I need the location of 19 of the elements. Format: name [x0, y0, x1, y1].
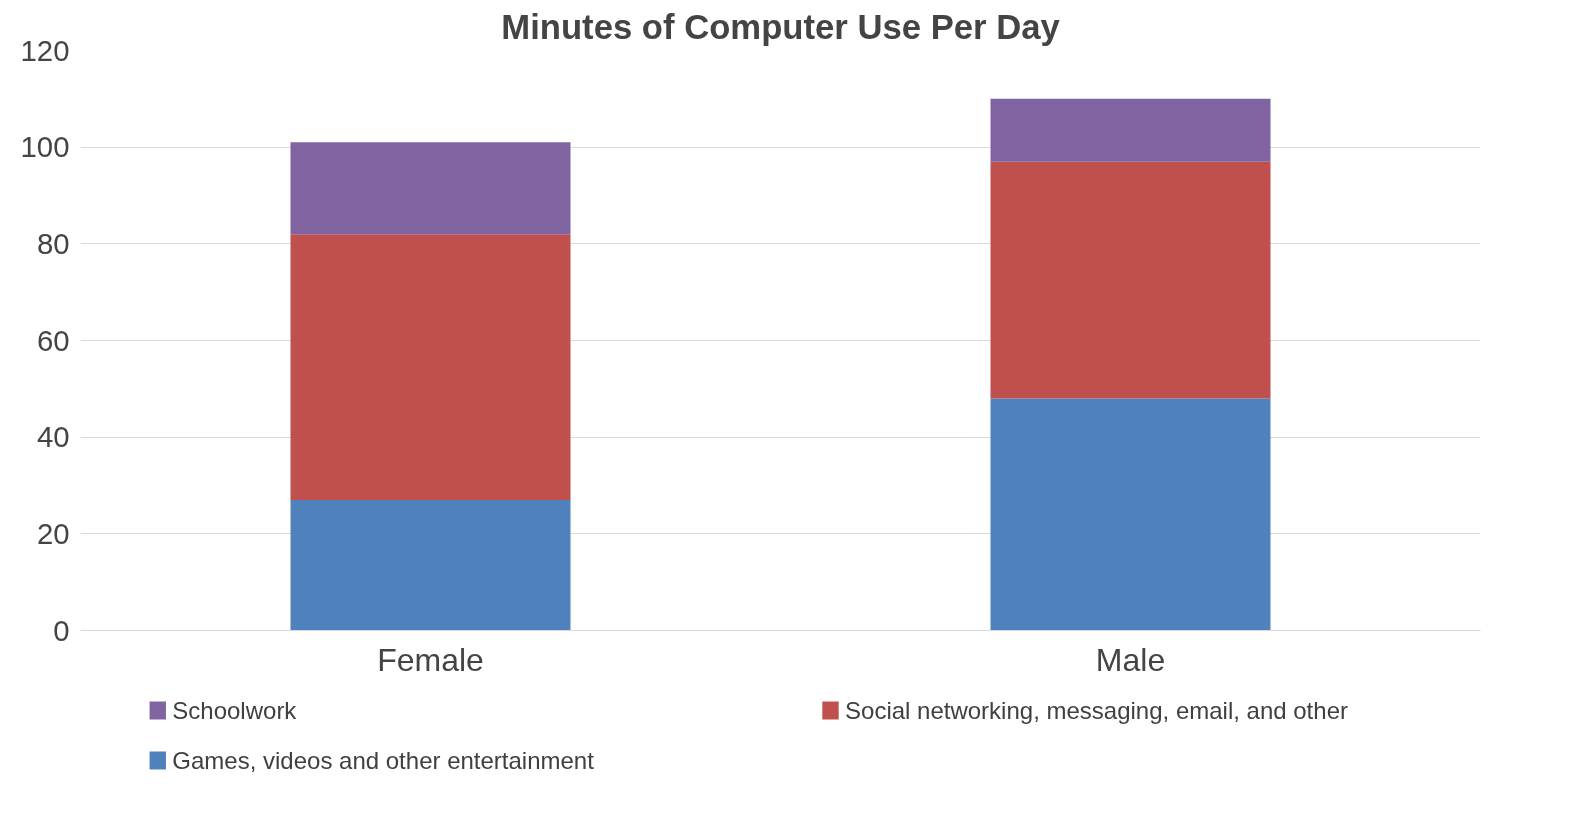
- y-tick-label: 0: [53, 613, 70, 647]
- y-tick-label: 40: [36, 420, 70, 454]
- legend-label: Schoolwork: [172, 697, 298, 724]
- y-tick-label: 100: [20, 130, 70, 164]
- bar: [990, 161, 1271, 399]
- legend-label: Games, videos and other entertainment: [172, 747, 595, 774]
- y-tick-label: 80: [36, 226, 70, 260]
- x-tick-label: Female: [377, 641, 484, 678]
- bar: [990, 398, 1271, 631]
- legend-label: Social networking, messaging, email, and other: [845, 697, 1348, 724]
- bar: [290, 500, 571, 631]
- y-tick-label: 20: [36, 516, 70, 550]
- y-tick-label: 60: [36, 323, 70, 357]
- x-tick-label: Male: [1095, 641, 1166, 678]
- bar: [990, 98, 1271, 162]
- y-tick-label: 120: [20, 33, 70, 67]
- bar: [290, 234, 571, 500]
- chart-title: Minutes of Computer Use Per Day: [501, 7, 1061, 46]
- bar: [290, 142, 571, 235]
